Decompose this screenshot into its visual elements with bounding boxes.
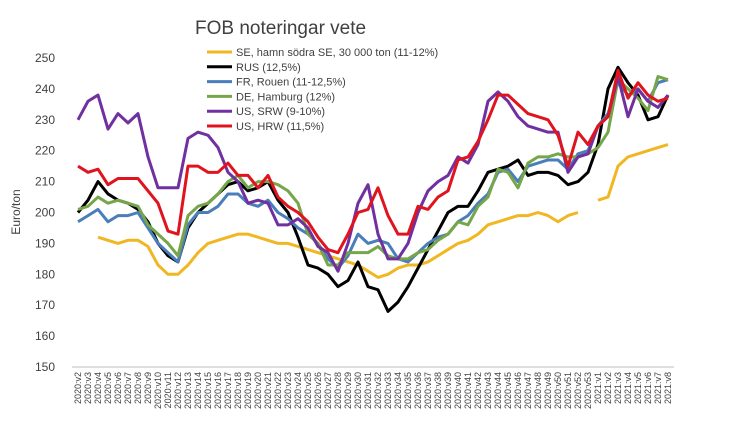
series-line <box>77 78 669 270</box>
legend-label: RUS (12,5%) <box>236 62 301 74</box>
x-tick-label: 2021:v4 <box>623 372 633 404</box>
x-tick-label: 2020:v19 <box>243 372 253 409</box>
x-tick-label: 2020:v44 <box>493 372 503 409</box>
y-tick-label: 150 <box>35 360 55 374</box>
x-tick-label: 2020:v28 <box>333 372 343 409</box>
y-tick-label: 220 <box>35 144 55 158</box>
x-tick-label: 2020:v29 <box>343 372 353 409</box>
x-tick-label: 2020:v41 <box>463 372 473 409</box>
y-tick-label: 240 <box>35 82 55 96</box>
series-line <box>76 75 670 273</box>
x-tick-label: 2020:v43 <box>483 372 493 409</box>
x-tick-label: 2020:v52 <box>573 372 583 409</box>
x-tick-label: 2020:v15 <box>203 372 213 409</box>
x-tick-label: 2021:v8 <box>663 372 673 404</box>
x-tick-label: 2020:v35 <box>403 372 413 409</box>
x-tick-label: 2020:v18 <box>233 372 243 409</box>
x-tick-label: 2020:v2 <box>73 372 83 404</box>
x-tick-label: 2021:v5 <box>633 372 643 404</box>
x-tick-label: 2020:v23 <box>283 372 293 409</box>
x-tick-label: 2020:v16 <box>213 372 223 409</box>
x-tick-label: 2020:v6 <box>113 372 123 404</box>
x-tick-label: 2020:v50 <box>553 372 563 409</box>
x-tick-label: 2020:v20 <box>253 372 263 409</box>
series-line <box>97 143 669 279</box>
series-line <box>77 68 669 255</box>
x-tick-label: 2020:v49 <box>543 372 553 409</box>
x-tick-label: 2020:v3 <box>83 372 93 404</box>
x-tick-label: 2020:v12 <box>173 372 183 409</box>
chart-title: FOB noteringar vete <box>195 18 366 39</box>
x-tick-label: 2020:v8 <box>133 372 143 404</box>
x-tick-label: 2020:v13 <box>183 372 193 409</box>
x-tick-label: 2020:v31 <box>363 372 373 409</box>
x-tick-label: 2020:v32 <box>373 372 383 409</box>
y-tick-label: 200 <box>35 206 55 220</box>
x-tick-label: 2020:v11 <box>163 372 173 408</box>
x-tick-label: 2020:v34 <box>393 372 403 409</box>
x-tick-label: 2021:v1 <box>593 372 603 404</box>
x-tick-label: 2020:v25 <box>303 372 313 409</box>
x-tick-label: 2020:v37 <box>423 372 433 409</box>
y-tick-label: 160 <box>35 329 55 343</box>
x-tick-label: 2020:v24 <box>293 372 303 409</box>
x-tick-label: 2020:v33 <box>383 372 393 409</box>
x-tick-label: 2020:v42 <box>473 372 483 409</box>
legend-label: SE, hamn södra SE, 30 000 ton (11-12%) <box>236 47 438 59</box>
series-line <box>77 75 669 267</box>
x-tick-label: 2020:v27 <box>323 372 333 409</box>
x-tick-label: 2020:v38 <box>433 372 443 409</box>
x-tick-label: 2020:v22 <box>273 372 283 409</box>
x-tick-label: 2021:v7 <box>653 372 663 404</box>
x-tick-label: 2020:v51 <box>563 372 573 409</box>
legend-label: FR, Rouen (11-12,5%) <box>236 77 346 89</box>
x-tick-label: 2020:v17 <box>223 372 233 409</box>
legend-label: US, HRW (11,5%) <box>236 121 324 133</box>
x-tick-label: 2020:v40 <box>453 372 463 409</box>
y-tick-label: 190 <box>35 236 55 250</box>
x-tick-label: 2020:v10 <box>153 372 163 409</box>
legend-label: DE, Hamburg (12%) <box>236 91 335 103</box>
x-tick-label: 2020:v53 <box>583 372 593 409</box>
x-tick-label: 2020:v9 <box>143 372 153 404</box>
x-tick-label: 2020:v26 <box>313 372 323 409</box>
y-tick-label: 230 <box>35 113 55 127</box>
x-tick-label: 2020:v39 <box>443 372 453 409</box>
x-tick-label: 2020:v48 <box>533 372 543 409</box>
x-tick-label: 2021:v6 <box>643 372 653 404</box>
y-tick-label: 180 <box>35 267 55 281</box>
y-tick-label: 250 <box>35 51 55 65</box>
x-tick-label: 2020:v45 <box>503 372 513 409</box>
x-tick-label: 2021:v2 <box>603 372 613 404</box>
x-tick-label: 2021:v3 <box>613 372 623 404</box>
y-axis-label: Euro/ton <box>9 189 23 234</box>
x-tick-label: 2020:v36 <box>413 372 423 409</box>
y-tick-label: 210 <box>35 175 55 189</box>
x-tick-label: 2020:v21 <box>263 372 273 409</box>
x-tick-label: 2020:v4 <box>93 372 103 404</box>
x-tick-label: 2020:v47 <box>523 372 533 409</box>
x-tick-label: 2020:v30 <box>353 372 363 409</box>
x-tick-label: 2020:v14 <box>193 372 203 409</box>
x-tick-label: 2020:v46 <box>513 372 523 409</box>
y-tick-label: 170 <box>35 298 55 312</box>
x-tick-label: 2020:v5 <box>103 372 113 404</box>
x-tick-label: 2020:v7 <box>123 372 133 404</box>
legend-label: US, SRW (9-10%) <box>236 106 325 118</box>
